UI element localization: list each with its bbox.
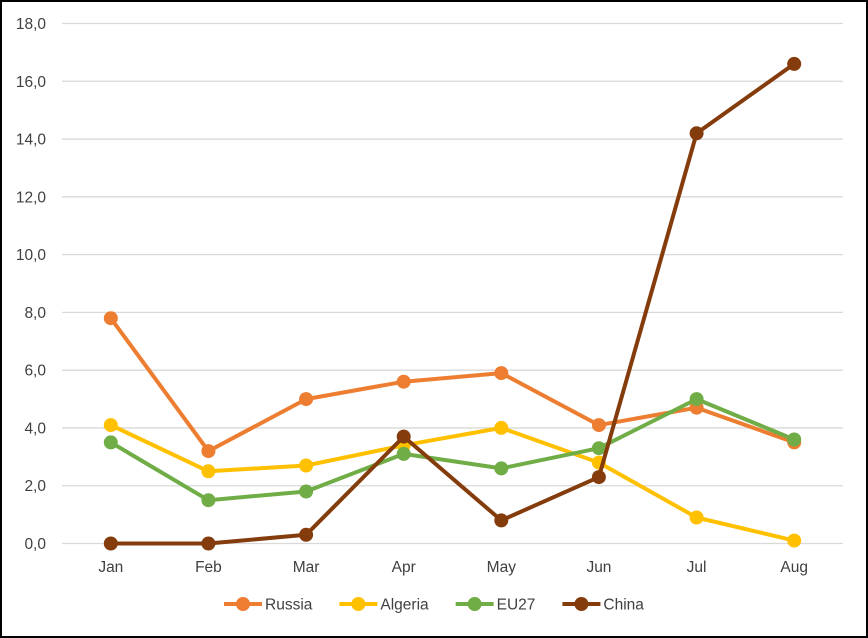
y-axis-tick-label: 2,0 (24, 478, 46, 495)
x-axis-tick-label: Jan (98, 559, 123, 576)
legend-item-eu27: EU27 (455, 597, 536, 614)
legend-item-china: China (562, 597, 644, 614)
y-axis-tick-label: 0,0 (24, 536, 46, 553)
data-point-marker-china-may (494, 513, 509, 528)
data-point-marker-china-aug (787, 56, 802, 71)
series-line-china (108, 61, 797, 546)
data-point-marker-china-jan (103, 536, 118, 551)
x-axis-tick-label: Jun (586, 559, 611, 576)
data-point-marker-algeria-jan (103, 418, 118, 433)
legend-marker-icon (351, 597, 366, 611)
data-point-marker-china-feb (201, 536, 216, 551)
data-point-marker-russia-jan (103, 311, 118, 326)
data-point-marker-algeria-jul (689, 510, 704, 525)
x-axis-tick-label: Aug (780, 559, 808, 576)
x-axis-tick-label: Jul (687, 559, 707, 576)
data-point-marker-algeria-feb (201, 464, 216, 479)
y-axis-tick-label: 14,0 (16, 132, 47, 149)
data-point-marker-eu27-mar (299, 484, 314, 499)
legend-marker-icon (574, 597, 589, 611)
data-point-marker-eu27-feb (201, 493, 216, 508)
y-axis-tick-label: 4,0 (24, 420, 46, 437)
series-line-algeria (108, 423, 797, 543)
x-axis-tick-label: Feb (195, 559, 222, 576)
y-axis-tick-label: 12,0 (16, 189, 47, 206)
legend-label: Algeria (380, 597, 429, 614)
legend-label: EU27 (497, 597, 536, 614)
y-axis-tick-label: 18,0 (16, 16, 47, 33)
data-point-marker-eu27-jul (689, 392, 704, 407)
data-point-marker-china-mar (299, 527, 314, 542)
data-point-marker-eu27-jun (591, 441, 606, 456)
legend-item-russia: Russia (224, 597, 313, 614)
data-point-marker-russia-mar (299, 392, 314, 407)
x-axis-tick-label: Mar (293, 559, 320, 576)
data-point-marker-eu27-aug (787, 432, 802, 447)
legend-marker-icon (467, 597, 482, 611)
data-point-marker-algeria-aug (787, 533, 802, 548)
legend-marker-icon (236, 597, 250, 611)
data-point-marker-russia-jun (591, 418, 606, 433)
data-point-marker-eu27-jan (103, 435, 118, 450)
data-point-marker-algeria-may (494, 420, 509, 435)
legend: Russia Algeria EU27 China (224, 597, 644, 614)
data-point-marker-china-apr (396, 429, 411, 444)
y-axis-tick-label: 8,0 (24, 305, 46, 322)
legend-item-algeria: Algeria (339, 597, 429, 614)
data-point-marker-eu27-may (494, 461, 509, 476)
legend-label: Russia (265, 597, 313, 614)
data-point-marker-russia-apr (396, 374, 411, 389)
series-line-russia (108, 316, 797, 454)
data-point-marker-algeria-mar (299, 458, 314, 473)
data-point-marker-russia-feb (201, 444, 216, 459)
data-point-marker-china-jun (591, 470, 606, 485)
x-axis-tick-label: May (487, 559, 517, 576)
legend-label: China (603, 597, 644, 614)
data-point-marker-china-jul (689, 126, 704, 141)
data-point-marker-eu27-apr (396, 446, 411, 461)
x-axis-tick-label: Apr (392, 559, 416, 576)
y-axis-tick-label: 10,0 (16, 247, 47, 264)
y-axis-tick-label: 16,0 (16, 74, 47, 91)
y-axis-tick-label: 6,0 (24, 363, 46, 380)
data-point-marker-russia-may (494, 366, 509, 381)
series-line-eu27 (108, 397, 797, 503)
